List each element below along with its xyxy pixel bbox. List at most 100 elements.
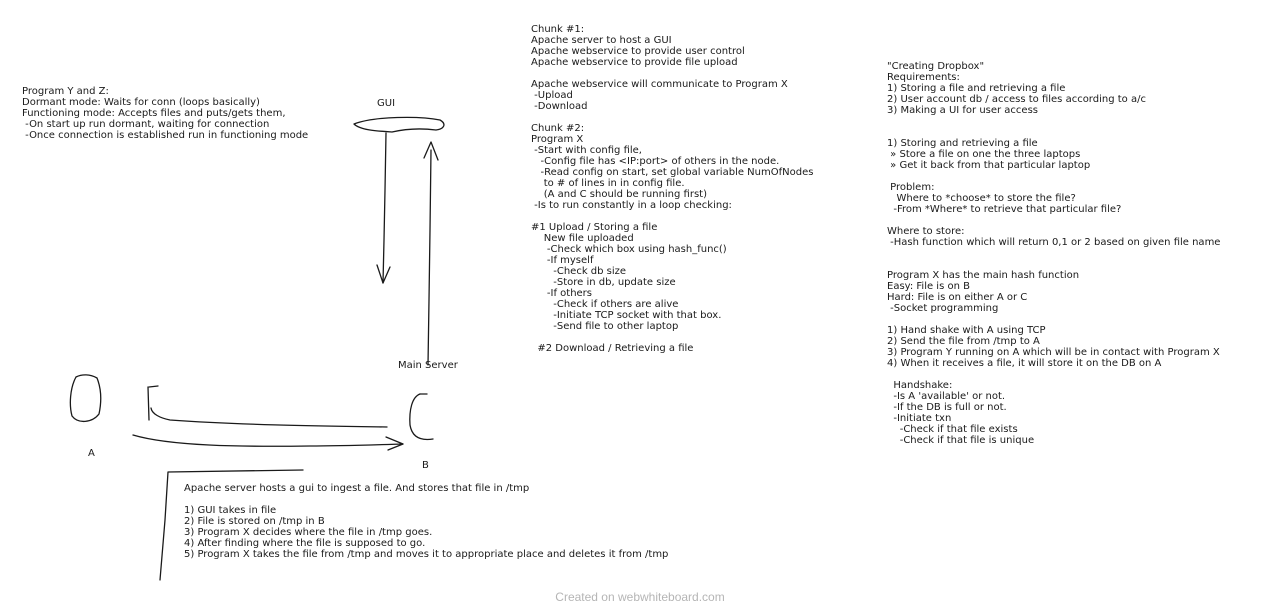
text-line: Apache server to host a GUI	[531, 35, 672, 46]
text-line: Program X has the main hash function	[887, 270, 1080, 281]
label-gui: GUI	[377, 98, 396, 109]
text-line: -Download	[531, 101, 588, 112]
gui-down-arrowhead	[376, 264, 391, 284]
node-a-shape	[69, 374, 102, 423]
footer-credit: Created on webwhiteboard.com	[555, 590, 725, 604]
text-line: Apache webservice will communicate to Pr…	[531, 79, 788, 90]
text-line	[887, 259, 1220, 270]
text-line: -If others	[531, 288, 593, 299]
text-line: » Store a file on one the three laptops	[887, 149, 1081, 160]
gui-down-arrow	[382, 132, 387, 284]
text-line: Apache webservice to provide user contro…	[531, 46, 745, 57]
text-line: Apache webservice to provide file upload	[531, 57, 738, 68]
text-line: Chunk #1:	[531, 24, 585, 35]
text-line	[531, 332, 813, 343]
text-line: Where to store:	[887, 226, 965, 237]
text-line: (A and C should be running first)	[531, 189, 707, 200]
text-line: New file uploaded	[531, 233, 634, 244]
text-line: » Get it back from that particular lapto…	[887, 160, 1091, 171]
text-line: Problem:	[887, 182, 935, 193]
text-line: Chunk #2:	[531, 123, 585, 134]
text-line: 1) Storing a file and retrieving a file	[887, 83, 1066, 94]
text-line: Apache server hosts a gui to ingest a fi…	[184, 483, 530, 494]
label-a: A	[88, 448, 95, 459]
a-to-b-arrowhead	[385, 436, 404, 451]
text-line	[531, 211, 813, 222]
gui-up-arrow	[427, 149, 432, 366]
text-line: 2) Send the file from /tmp to A	[887, 336, 1040, 347]
note-program-yz: Program Y and Z: Dormant mode: Waits for …	[22, 86, 308, 141]
gui-shape	[353, 116, 445, 133]
text-line: -Initiate txn	[887, 413, 952, 424]
text-line: -Check if that file exists	[887, 424, 1018, 435]
text-line: -Check which box using hash_func()	[531, 244, 727, 255]
text-line: to # of lines in in config file.	[531, 178, 685, 189]
text-line: -Hash function which will return 0,1 or …	[887, 237, 1221, 248]
note-dropbox: "Creating Dropbox" Requirements: 1) Storin…	[887, 61, 1220, 446]
text-line: Where to *choose* to store the file?	[887, 193, 1076, 204]
text-line: 5) Program X takes the file from /tmp an…	[184, 549, 669, 560]
note-apache-flow: Apache server hosts a gui to ingest a fi…	[184, 483, 668, 560]
text-line: -Check db size	[531, 266, 627, 277]
text-line	[887, 369, 1220, 380]
gui-up-arrowhead	[423, 141, 439, 161]
text-line: 3) Making a UI for user access	[887, 105, 1039, 116]
text-line: Program Y and Z:	[22, 86, 109, 97]
b-to-a-arrowhead	[147, 386, 150, 421]
text-line: 4) When it receives a file, it will stor…	[887, 358, 1162, 369]
text-line: -From *Where* to retrieve that particula…	[887, 204, 1122, 215]
text-line	[887, 215, 1220, 226]
text-line: 2) File is stored on /tmp in B	[184, 516, 325, 527]
text-line	[887, 116, 1220, 127]
text-line: Handshake:	[887, 380, 953, 391]
text-line: 1) GUI takes in file	[184, 505, 277, 516]
text-line: Functioning mode: Accepts files and puts…	[22, 108, 286, 119]
text-line: -Upload	[531, 90, 573, 101]
text-line: -If the DB is full or not.	[887, 402, 1007, 413]
text-line: -Is to run constantly in a loop checking…	[531, 200, 732, 211]
text-line: 4) After finding where the file is suppo…	[184, 538, 426, 549]
text-line	[887, 248, 1220, 259]
text-line	[887, 171, 1220, 182]
text-line: -Store in db, update size	[531, 277, 676, 288]
node-b-shape	[409, 393, 434, 441]
text-line	[887, 127, 1220, 138]
text-line	[531, 112, 813, 123]
text-line: -Once connection is established run in f…	[22, 130, 309, 141]
text-line: 1) Hand shake with A using TCP	[887, 325, 1046, 336]
b-to-a-arrowhead-top	[148, 385, 159, 388]
a-to-b-arrow	[132, 434, 404, 447]
text-line: Hard: File is on either A or C	[887, 292, 1028, 303]
text-line: -On start up run dormant, waiting for co…	[22, 119, 270, 130]
b-to-a-arrow	[150, 407, 388, 428]
text-line: -Check if others are alive	[531, 299, 679, 310]
label-b: B	[422, 460, 429, 471]
text-line: "Creating Dropbox"	[887, 61, 985, 72]
text-line: -Initiate TCP socket with that box.	[531, 310, 722, 321]
note-chunks: Chunk #1: Apache server to host a GUI Apac…	[531, 24, 813, 354]
text-line	[184, 494, 668, 505]
text-line: -Check if that file is unique	[887, 435, 1035, 446]
text-line: 3) Program X decides where the file in /…	[184, 527, 433, 538]
text-line: -Is A 'available' or not.	[887, 391, 1006, 402]
text-line: -Config file has <IP:port> of others in …	[531, 156, 780, 167]
text-line: -Send file to other laptop	[531, 321, 679, 332]
text-line: 2) User account db / access to files acc…	[887, 94, 1146, 105]
text-line: -Read config on start, set global variab…	[531, 167, 814, 178]
text-line	[887, 314, 1220, 325]
text-line: #2 Download / Retrieving a file	[531, 343, 694, 354]
text-line: -Socket programming	[887, 303, 999, 314]
text-line: Dormant mode: Waits for conn (loops basi…	[22, 97, 260, 108]
text-line: -Start with config file,	[531, 145, 642, 156]
text-line: Requirements:	[887, 72, 960, 83]
flow-bracket	[159, 469, 304, 581]
text-line: 3) Program Y running on A which will be …	[887, 347, 1220, 358]
text-line: #1 Upload / Storing a file	[531, 222, 658, 233]
text-line: 1) Storing and retrieving a file	[887, 138, 1038, 149]
text-line: -If myself	[531, 255, 594, 266]
text-line: Easy: File is on B	[887, 281, 970, 292]
text-line: Program X	[531, 134, 584, 145]
label-main-server: Main Server	[398, 360, 458, 371]
text-line	[531, 68, 813, 79]
